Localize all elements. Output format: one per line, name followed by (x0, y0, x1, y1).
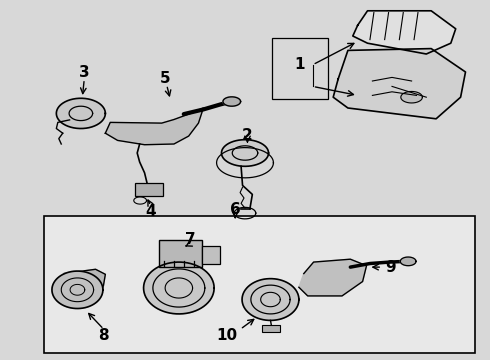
Polygon shape (223, 97, 241, 106)
Polygon shape (333, 49, 466, 119)
Text: 10: 10 (216, 328, 238, 343)
Bar (202, 246, 220, 264)
Text: 5: 5 (160, 71, 171, 86)
Text: 6: 6 (230, 202, 241, 217)
Polygon shape (299, 259, 367, 296)
Polygon shape (353, 11, 456, 54)
Polygon shape (221, 140, 269, 166)
Text: 8: 8 (98, 328, 109, 343)
Polygon shape (105, 108, 203, 145)
Text: 1: 1 (294, 57, 305, 72)
Text: 7: 7 (185, 232, 196, 247)
Polygon shape (144, 262, 214, 314)
Text: 3: 3 (79, 65, 90, 80)
Bar (135, 183, 163, 196)
Bar (262, 325, 280, 332)
Polygon shape (401, 91, 422, 103)
Text: 4: 4 (146, 204, 156, 219)
Bar (272, 38, 328, 99)
Text: 2: 2 (242, 127, 253, 143)
Polygon shape (56, 98, 105, 129)
Polygon shape (52, 271, 103, 309)
Bar (44, 216, 475, 353)
Polygon shape (400, 257, 416, 266)
Polygon shape (58, 269, 105, 302)
Text: 9: 9 (386, 260, 396, 275)
Polygon shape (242, 279, 299, 320)
Bar (159, 240, 202, 267)
